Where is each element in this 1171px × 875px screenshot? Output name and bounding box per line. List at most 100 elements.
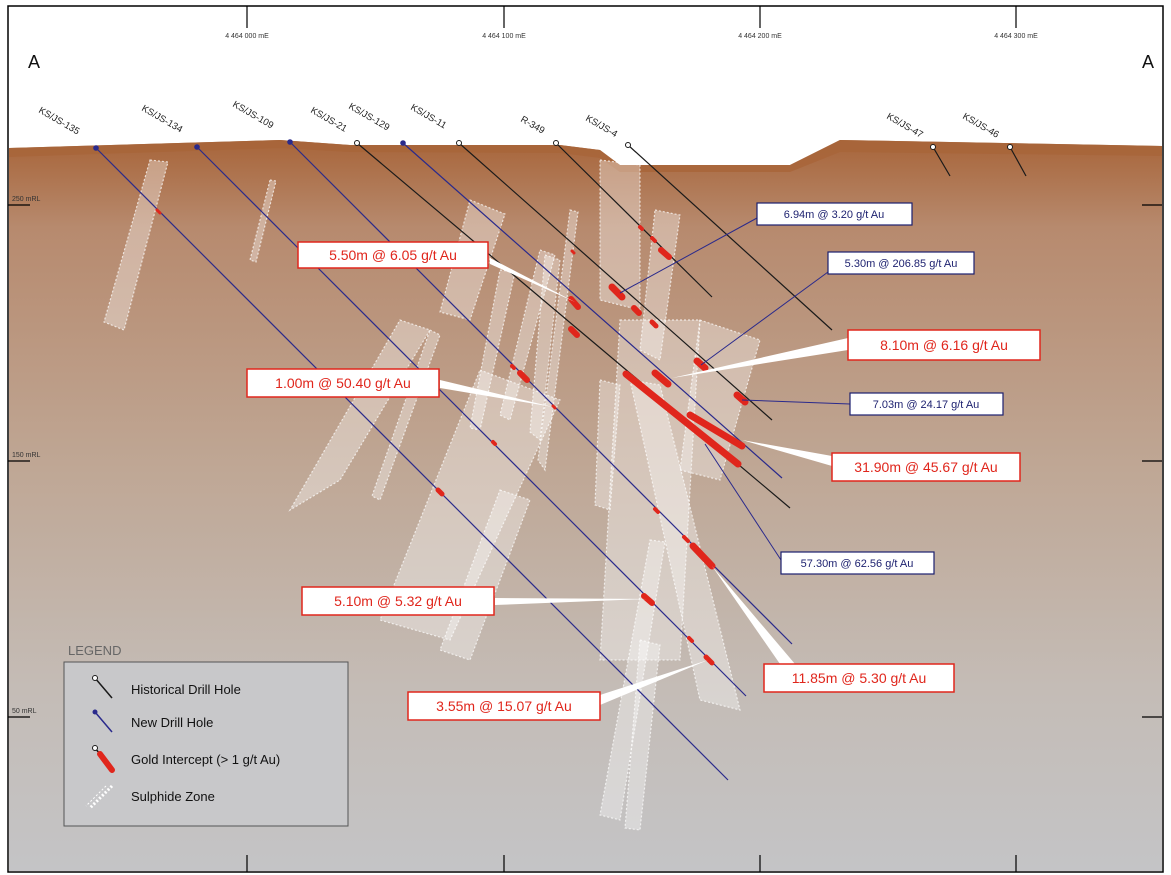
- gold-intercept: [491, 440, 497, 446]
- intercept-label: 5.10m @ 5.32 g/t Au: [334, 593, 462, 609]
- gold-intercept: [517, 370, 530, 383]
- leader-3.55m: [600, 660, 708, 705]
- leader-8.10m: [672, 338, 848, 378]
- sulphide-zone: [629, 379, 741, 711]
- sulphide-zones: [103, 159, 761, 831]
- section-label-right: A: [1142, 52, 1154, 72]
- gold-intercept: [682, 535, 690, 543]
- drill-trace-ks-js-46: [1009, 146, 1027, 177]
- gold-intercept: [733, 391, 749, 406]
- intercept-box: [831, 452, 1021, 482]
- gold-intercept: [641, 593, 655, 606]
- legend: LEGEND Historical Drill Hole New Drill H…: [63, 643, 349, 827]
- sulphide-zone: [599, 159, 641, 311]
- leader-57.30m: [704, 443, 782, 561]
- collar-r-349: [553, 140, 559, 146]
- section-label-left: A: [28, 52, 40, 72]
- intercept-label: 57.30m @ 62.56 g/t Au: [801, 558, 914, 570]
- gold-intercept: [651, 369, 672, 388]
- elevation-label: 50 mRL: [12, 708, 37, 715]
- leader-1.00m: [440, 380, 553, 407]
- intercept-box: [763, 663, 955, 693]
- collar-ks-js-46: [1007, 144, 1013, 150]
- topsoil-band: [9, 140, 1162, 172]
- sulphide-zone: [103, 159, 169, 331]
- gold-intercept: [608, 283, 626, 301]
- intercept-box: [827, 251, 975, 275]
- sulphide-zone: [594, 379, 621, 511]
- gold-intercept: [687, 636, 694, 643]
- easting-label: 4 464 200 mE: [738, 33, 782, 40]
- intercept-label: 5.50m @ 6.05 g/t Au: [329, 247, 457, 263]
- legend-title: LEGEND: [68, 643, 121, 658]
- intercept-label: 6.94m @ 3.20 g/t Au: [784, 209, 884, 221]
- sulphide-zone: [439, 489, 531, 661]
- legend-label-historical: Historical Drill Hole: [131, 682, 241, 697]
- gold-intercept: [155, 208, 162, 215]
- easting-grid: [246, 6, 1017, 872]
- leader-6.94m: [619, 217, 758, 294]
- leader-7.03m: [741, 399, 851, 405]
- gold-intercept: [551, 404, 557, 410]
- elevation-grid: [8, 204, 1162, 718]
- sulphide-zone: [599, 539, 666, 821]
- drill-trace-ks-js-129: [402, 142, 783, 479]
- collar-ks-js-135: [93, 145, 99, 151]
- intercept-labels: 5.50m @ 6.05 g/t Au 6.94m @ 3.20 g/t Au …: [246, 202, 1041, 721]
- easting-label: 4 464 100 mE: [482, 33, 526, 40]
- gold-intercept-icon: [92, 745, 115, 773]
- leader-31.90m: [742, 440, 832, 466]
- intercept-box: [246, 368, 440, 398]
- intercept-label: 3.55m @ 15.07 g/t Au: [436, 698, 572, 714]
- collar-ks-js-129: [400, 140, 406, 146]
- gold-intercept: [622, 370, 742, 468]
- gold-intercept: [650, 236, 657, 243]
- collar-ks-js-109: [287, 139, 293, 145]
- intercept-box: [301, 586, 495, 616]
- gold-intercept: [568, 296, 581, 310]
- gold-intercept: [703, 654, 715, 666]
- gold-intercept: [653, 507, 660, 514]
- leader-5.50m: [490, 258, 575, 302]
- legend-label-sulphide: Sulphide Zone: [131, 789, 215, 804]
- intercept-label: 7.03m @ 24.17 g/t Au: [873, 399, 980, 411]
- sulphide-zone-icon: [85, 784, 114, 810]
- legend-label-intercept: Gold Intercept (> 1 g/t Au): [131, 752, 280, 767]
- intercept-label: 31.90m @ 45.67 g/t Au: [854, 459, 997, 475]
- gold-intercept: [435, 487, 445, 497]
- intercept-box: [297, 241, 489, 269]
- elevation-label: 250 mRL: [12, 196, 41, 203]
- drill-trace-ks-js-135: [95, 147, 729, 781]
- intercept-box: [780, 551, 935, 575]
- collar-ks-js-11: [456, 140, 462, 146]
- leader-11.85m: [712, 566, 795, 664]
- intercept-label: 8.10m @ 6.16 g/t Au: [880, 337, 1008, 353]
- gold-intercept: [510, 364, 516, 370]
- intercept-label: 1.00m @ 50.40 g/t Au: [275, 375, 411, 391]
- gold-intercept: [658, 247, 672, 260]
- gold-intercept: [638, 225, 644, 231]
- new-drill-hole-icon: [92, 709, 113, 733]
- gold-intercept: [689, 542, 716, 570]
- legend-label-new: New Drill Hole: [131, 715, 213, 730]
- intercept-label: 11.85m @ 5.30 g/t Au: [792, 670, 927, 686]
- collar-ks-js-47: [930, 144, 936, 150]
- collar-ks-js-21: [354, 140, 360, 146]
- elevation-label: 150 mRL: [12, 452, 41, 459]
- sulphide-zone: [249, 179, 277, 263]
- intercept-box: [849, 392, 1004, 416]
- sulphide-zone: [624, 639, 661, 831]
- sulphide-zone: [379, 369, 561, 641]
- drill-trace-r-349: [555, 142, 713, 298]
- intercept-label: 5.30m @ 206.85 g/t Au: [845, 258, 958, 270]
- gold-intercept: [631, 305, 642, 316]
- collar-ks-js-4: [625, 142, 631, 148]
- gold-intercept: [570, 249, 576, 255]
- gold-intercept: [649, 319, 659, 329]
- callout-leaders: [440, 217, 851, 705]
- leader-5.30m: [700, 271, 829, 366]
- drill-trace-ks-js-11: [458, 142, 773, 421]
- easting-label: 4 464 300 mE: [994, 33, 1038, 40]
